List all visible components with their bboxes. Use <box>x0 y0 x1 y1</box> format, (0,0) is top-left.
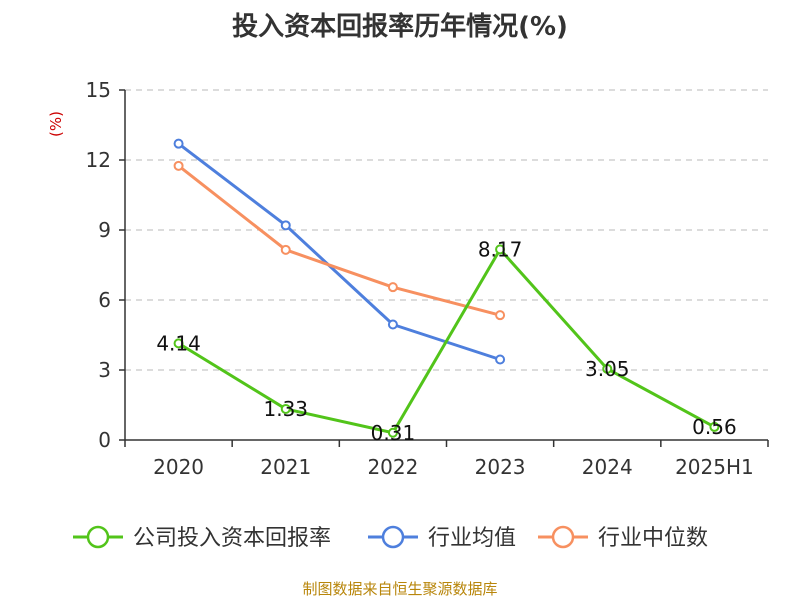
data-label: 1.33 <box>263 397 308 421</box>
axes <box>119 89 769 447</box>
x-tick-labels: 2020 2021 2022 2023 2024 2025H1 <box>153 455 754 479</box>
data-point <box>495 310 506 321</box>
legend-label: 公司投入资本回报率 <box>133 526 331 551</box>
y-tick-label: 9 <box>98 218 111 242</box>
y-tick-label: 12 <box>86 148 111 172</box>
x-tick-label: 2025H1 <box>675 455 754 479</box>
data-point <box>495 244 506 255</box>
legend-label: 行业中位数 <box>598 526 708 551</box>
data-point <box>709 421 720 432</box>
series-line <box>177 164 501 317</box>
data-labels: 4.14 1.33 0.31 8.17 3.05 0.56 <box>156 237 736 444</box>
data-label: 3.05 <box>585 357 630 381</box>
data-label: 8.17 <box>478 237 523 261</box>
data-point <box>280 244 291 255</box>
chart-title: 投入资本回报率历年情况(%) <box>232 12 568 42</box>
y-tick-label: 15 <box>86 78 111 102</box>
data-point <box>280 403 291 414</box>
legend[interactable]: 公司投入资本回报率 行业均值 行业中位数 <box>73 525 708 551</box>
y-tick-label: 3 <box>98 358 111 382</box>
series-line <box>177 142 501 361</box>
legend-item[interactable]: 行业中位数 <box>538 525 708 551</box>
data-point <box>602 363 613 374</box>
y-tick-label: 0 <box>98 428 111 452</box>
data-point <box>173 138 184 149</box>
source-footer: 制图数据来自恒生聚源数据库 <box>302 580 498 598</box>
x-tick-label: 2023 <box>475 455 526 479</box>
legend-label: 行业均值 <box>428 526 516 551</box>
y-tick-label: 6 <box>98 288 111 312</box>
legend-item[interactable]: 行业均值 <box>368 525 516 551</box>
legend-marker-icon <box>551 525 575 549</box>
grid-lines <box>125 89 768 371</box>
data-label: 4.14 <box>156 331 201 355</box>
legend-item[interactable]: 公司投入资本回报率 <box>73 525 331 551</box>
series-line <box>177 247 716 435</box>
data-point <box>173 160 184 171</box>
series-group <box>173 138 720 438</box>
data-point <box>495 354 506 365</box>
legend-marker-icon <box>381 525 405 549</box>
legend-marker-icon <box>86 525 110 549</box>
x-tick-label: 2022 <box>367 455 418 479</box>
data-label: 0.31 <box>371 421 416 445</box>
x-tick-label: 2024 <box>582 455 633 479</box>
data-point <box>387 319 398 330</box>
x-tick-label: 2021 <box>260 455 311 479</box>
data-point <box>280 220 291 231</box>
data-label: 0.56 <box>692 415 737 439</box>
data-point <box>387 427 398 438</box>
data-point <box>173 338 184 349</box>
x-tick-label: 2020 <box>153 455 204 479</box>
y-tick-labels: 0 3 6 9 12 15 <box>86 78 111 452</box>
data-point <box>387 282 398 293</box>
